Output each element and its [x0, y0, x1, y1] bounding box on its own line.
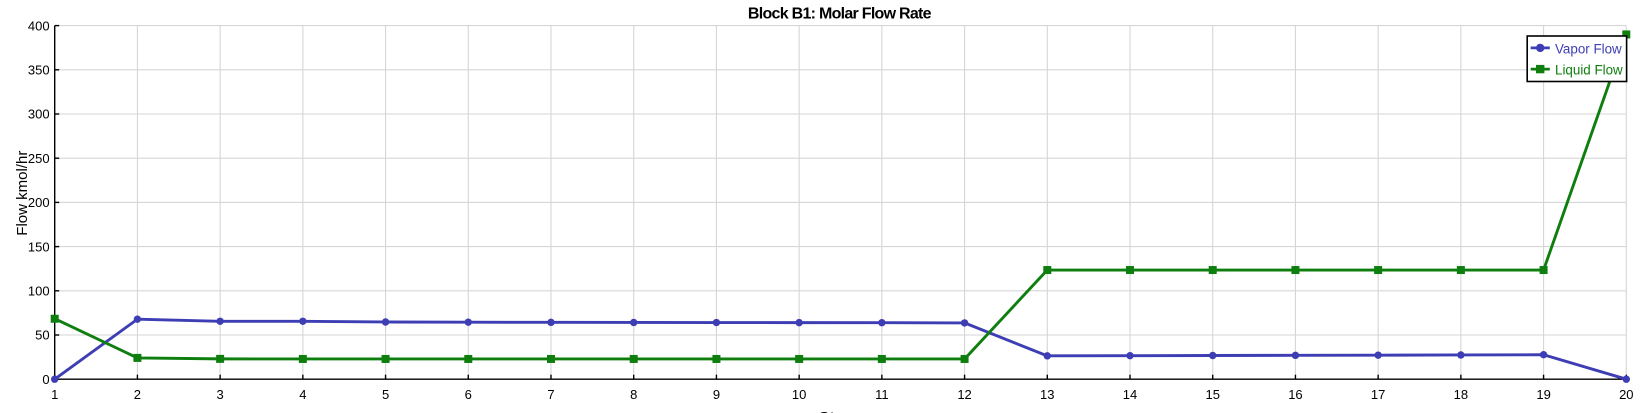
svg-text:17: 17 — [1371, 387, 1385, 402]
svg-text:3: 3 — [217, 387, 224, 402]
svg-text:2: 2 — [134, 387, 141, 402]
svg-text:Block B1: Molar Flow Rate: Block B1: Molar Flow Rate — [748, 5, 932, 22]
svg-text:300: 300 — [28, 107, 50, 122]
svg-text:Flow kmol/hr: Flow kmol/hr — [14, 151, 31, 236]
svg-text:6: 6 — [465, 387, 472, 402]
svg-text:0: 0 — [42, 372, 49, 387]
svg-text:400: 400 — [28, 18, 50, 33]
svg-text:14: 14 — [1123, 387, 1137, 402]
svg-text:19: 19 — [1536, 387, 1550, 402]
svg-text:15: 15 — [1205, 387, 1219, 402]
svg-text:Vapor Flow: Vapor Flow — [1555, 42, 1622, 57]
svg-text:150: 150 — [28, 239, 50, 254]
svg-text:7: 7 — [547, 387, 554, 402]
svg-text:8: 8 — [630, 387, 637, 402]
svg-text:350: 350 — [28, 63, 50, 78]
svg-text:4: 4 — [299, 387, 306, 402]
svg-text:Stage: Stage — [819, 410, 863, 413]
svg-text:11: 11 — [875, 387, 889, 402]
svg-text:5: 5 — [382, 387, 389, 402]
svg-text:50: 50 — [35, 328, 49, 343]
svg-text:12: 12 — [957, 387, 971, 402]
svg-text:Liquid Flow: Liquid Flow — [1555, 63, 1623, 78]
svg-text:18: 18 — [1454, 387, 1468, 402]
svg-text:200: 200 — [28, 195, 50, 210]
svg-text:10: 10 — [792, 387, 806, 402]
svg-text:13: 13 — [1040, 387, 1054, 402]
svg-text:16: 16 — [1288, 387, 1302, 402]
svg-text:100: 100 — [28, 284, 50, 299]
svg-text:20: 20 — [1619, 387, 1633, 402]
svg-text:9: 9 — [713, 387, 720, 402]
svg-text:250: 250 — [28, 151, 50, 166]
svg-text:1: 1 — [51, 387, 58, 402]
